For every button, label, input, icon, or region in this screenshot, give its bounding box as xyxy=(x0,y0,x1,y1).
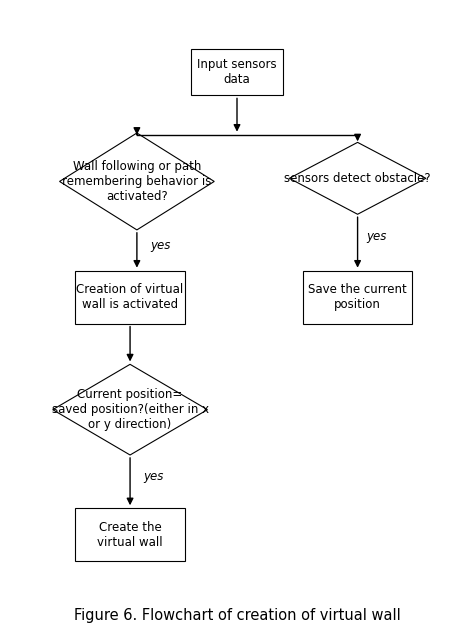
Polygon shape xyxy=(289,142,426,214)
Polygon shape xyxy=(53,364,208,455)
FancyBboxPatch shape xyxy=(191,48,283,96)
Text: yes: yes xyxy=(367,230,387,242)
Text: Wall following or path
remembering behavior is
activated?: Wall following or path remembering behav… xyxy=(62,160,211,203)
Text: Current position=
saved position?(either in x
or y direction): Current position= saved position?(either… xyxy=(52,388,209,431)
Text: Input sensors
data: Input sensors data xyxy=(197,58,277,86)
Polygon shape xyxy=(60,133,214,230)
FancyBboxPatch shape xyxy=(75,508,185,561)
Text: yes: yes xyxy=(144,470,164,483)
FancyBboxPatch shape xyxy=(303,271,412,323)
Text: sensors detect obstacle?: sensors detect obstacle? xyxy=(284,172,431,185)
Text: yes: yes xyxy=(151,239,171,252)
FancyBboxPatch shape xyxy=(75,271,185,323)
Text: Creation of virtual
wall is activated: Creation of virtual wall is activated xyxy=(76,283,184,311)
Text: Figure 6. Flowchart of creation of virtual wall: Figure 6. Flowchart of creation of virtu… xyxy=(73,609,401,623)
Text: Save the current
position: Save the current position xyxy=(308,283,407,311)
Text: Create the
virtual wall: Create the virtual wall xyxy=(97,521,163,549)
